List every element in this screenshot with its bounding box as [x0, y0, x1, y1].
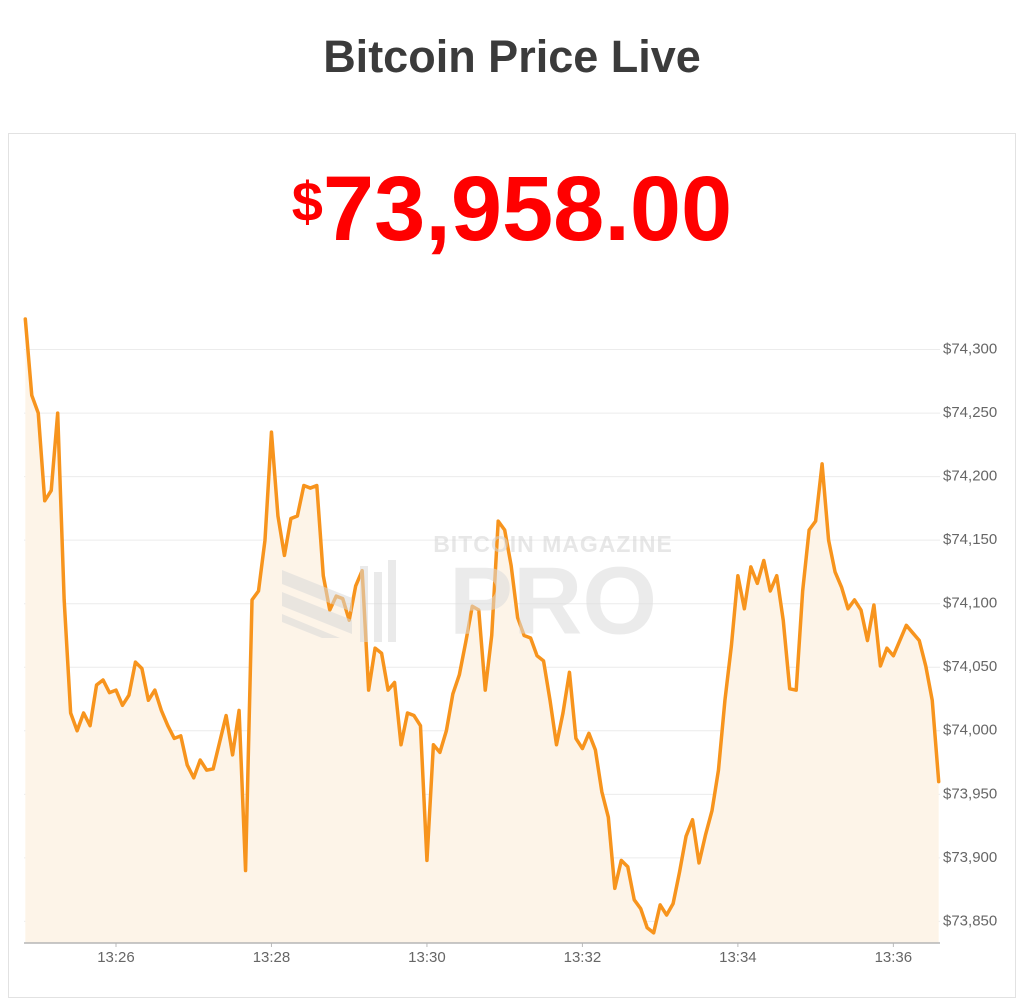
price: $73,958.00 [292, 158, 732, 260]
y-tick-label: $73,950 [943, 785, 997, 802]
watermark-line1: BITCOIN MAGAZINE [433, 531, 673, 557]
y-tick-label: $74,250 [943, 404, 997, 421]
y-tick-label: $74,050 [943, 658, 997, 675]
y-tick-label: $74,000 [943, 722, 997, 739]
x-tick-label: 13:32 [564, 949, 602, 966]
x-tick-label: 13:30 [408, 949, 446, 966]
price-amount: 73,958.00 [323, 158, 732, 260]
page-title: Bitcoin Price Live [323, 31, 701, 82]
y-tick-label: $74,300 [943, 341, 997, 358]
area-fill [25, 319, 939, 943]
watermark-logo [282, 560, 396, 642]
y-tick-label: $73,850 [943, 912, 997, 929]
x-tick-label: 13:28 [253, 949, 291, 966]
y-tick-label: $74,200 [943, 468, 997, 485]
x-tick-label: 13:36 [875, 949, 913, 966]
price-currency: $ [292, 170, 323, 233]
y-tick-label: $74,150 [943, 531, 997, 548]
plot: $73,850 $73,900 $73,950 $74,000 $74,050 $74,1… [23, 317, 997, 966]
watermark-line2: PRO [449, 547, 657, 654]
x-tick-label: 13:34 [719, 949, 757, 966]
y-tick-label: $73,900 [943, 849, 997, 866]
watermark: BITCOIN MAGAZINE PRO [282, 531, 673, 654]
x-tick-label: 13:26 [97, 949, 135, 966]
y-tick-label: $74,100 [943, 595, 997, 612]
price-line [23, 317, 941, 935]
